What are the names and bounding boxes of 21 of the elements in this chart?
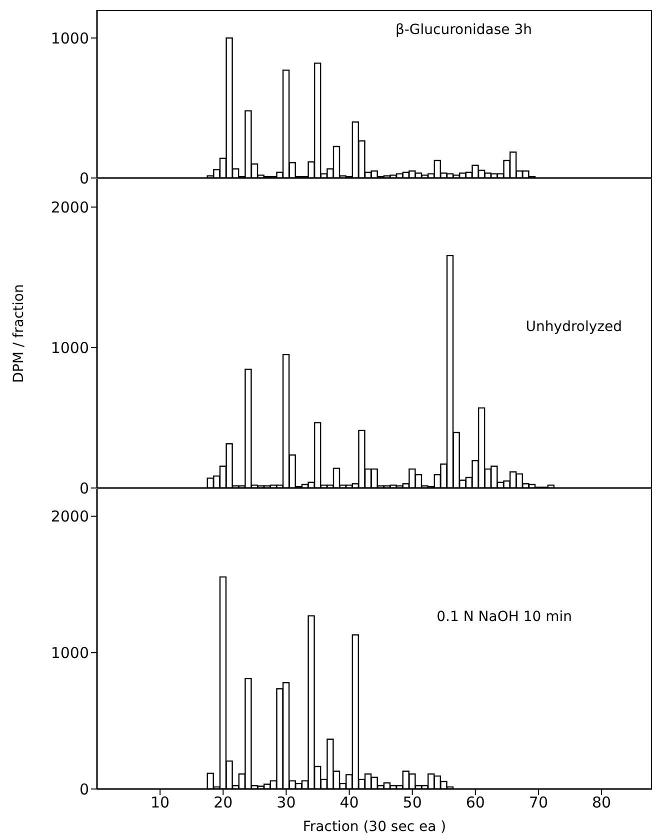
y-tick-label: 0 — [79, 479, 89, 498]
annotation: β-Glucuronidase 3h — [395, 22, 532, 38]
x-tick-label: 30 — [276, 794, 296, 812]
annotation: 0.1 N NaOH 10 min — [436, 609, 572, 625]
x-tick-label: 20 — [214, 794, 233, 812]
y-tick-label: 1000 — [50, 29, 89, 48]
y-tick-label: 1000 — [50, 644, 89, 662]
y-tick-label: 0 — [79, 169, 89, 188]
x-tick-label: 70 — [528, 794, 548, 812]
y-tick-label: 1000 — [50, 338, 89, 357]
y-axis-title: DPM / fraction — [10, 284, 27, 383]
x-tick-label: 50 — [402, 794, 422, 812]
x-tick-label: 80 — [592, 794, 612, 812]
y-tick-label: 0 — [79, 780, 89, 798]
y-tick-label: 2000 — [50, 508, 89, 526]
x-tick-label: 10 — [150, 794, 170, 812]
x-tick-label: 60 — [466, 794, 485, 812]
y-tick-label: 2000 — [50, 198, 89, 216]
x-tick-label: 40 — [340, 794, 359, 812]
annotation: Unhydrolyzed — [526, 319, 622, 335]
x-axis-title: Fraction (30 sec ea ) — [302, 819, 446, 835]
